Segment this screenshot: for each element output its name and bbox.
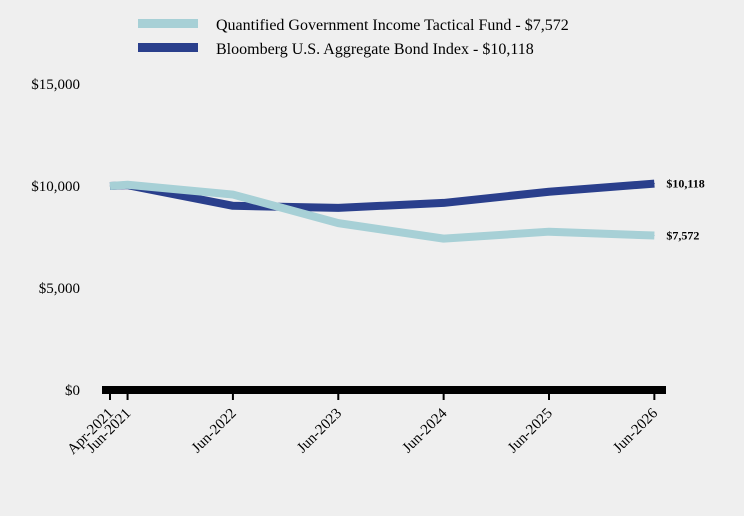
end-label-fund: $7,572 [666,229,699,243]
x-tick-label: Jun-2023 [294,406,345,457]
data-point-fund [548,231,550,233]
y-axis: $0 $5,000 $10,000 $15,000 [31,77,80,399]
x-tick-label: Jun-2026 [610,405,661,456]
x-tick-label: Jun-2022 [189,406,240,457]
y-tick-label: $5,000 [39,281,80,297]
data-point-index [232,205,234,207]
data-point-fund [232,194,234,196]
y-tick-label: $15,000 [31,77,80,93]
y-tick-label: $0 [65,383,80,399]
legend-swatch-fund [138,19,198,28]
data-point-fund [127,184,129,186]
y-tick-label: $10,000 [31,179,80,195]
data-point-fund [109,185,111,187]
data-point-index [548,191,550,193]
data-point-index [653,183,655,185]
data-point-index [337,207,339,209]
end-label-index: $10,118 [666,177,704,191]
legend-item-index: Bloomberg U.S. Aggregate Bond Index - $1… [138,41,534,58]
x-tick-label: Jun-2024 [400,405,451,456]
legend: Quantified Government Income Tactical Fu… [138,17,569,58]
series-layer [109,179,655,243]
legend-item-fund: Quantified Government Income Tactical Fu… [138,17,569,34]
data-point-fund [443,238,445,240]
legend-label-fund: Quantified Government Income Tactical Fu… [216,17,569,34]
legend-swatch-index [138,43,198,52]
x-tick-label: Jun-2025 [505,406,556,457]
data-point-index [443,202,445,204]
end-labels: $7,572 $10,118 [666,177,704,243]
data-point-fund [337,222,339,224]
legend-label-index: Bloomberg U.S. Aggregate Bond Index - $1… [216,41,534,58]
x-axis-line [102,386,666,394]
data-point-fund [653,235,655,237]
